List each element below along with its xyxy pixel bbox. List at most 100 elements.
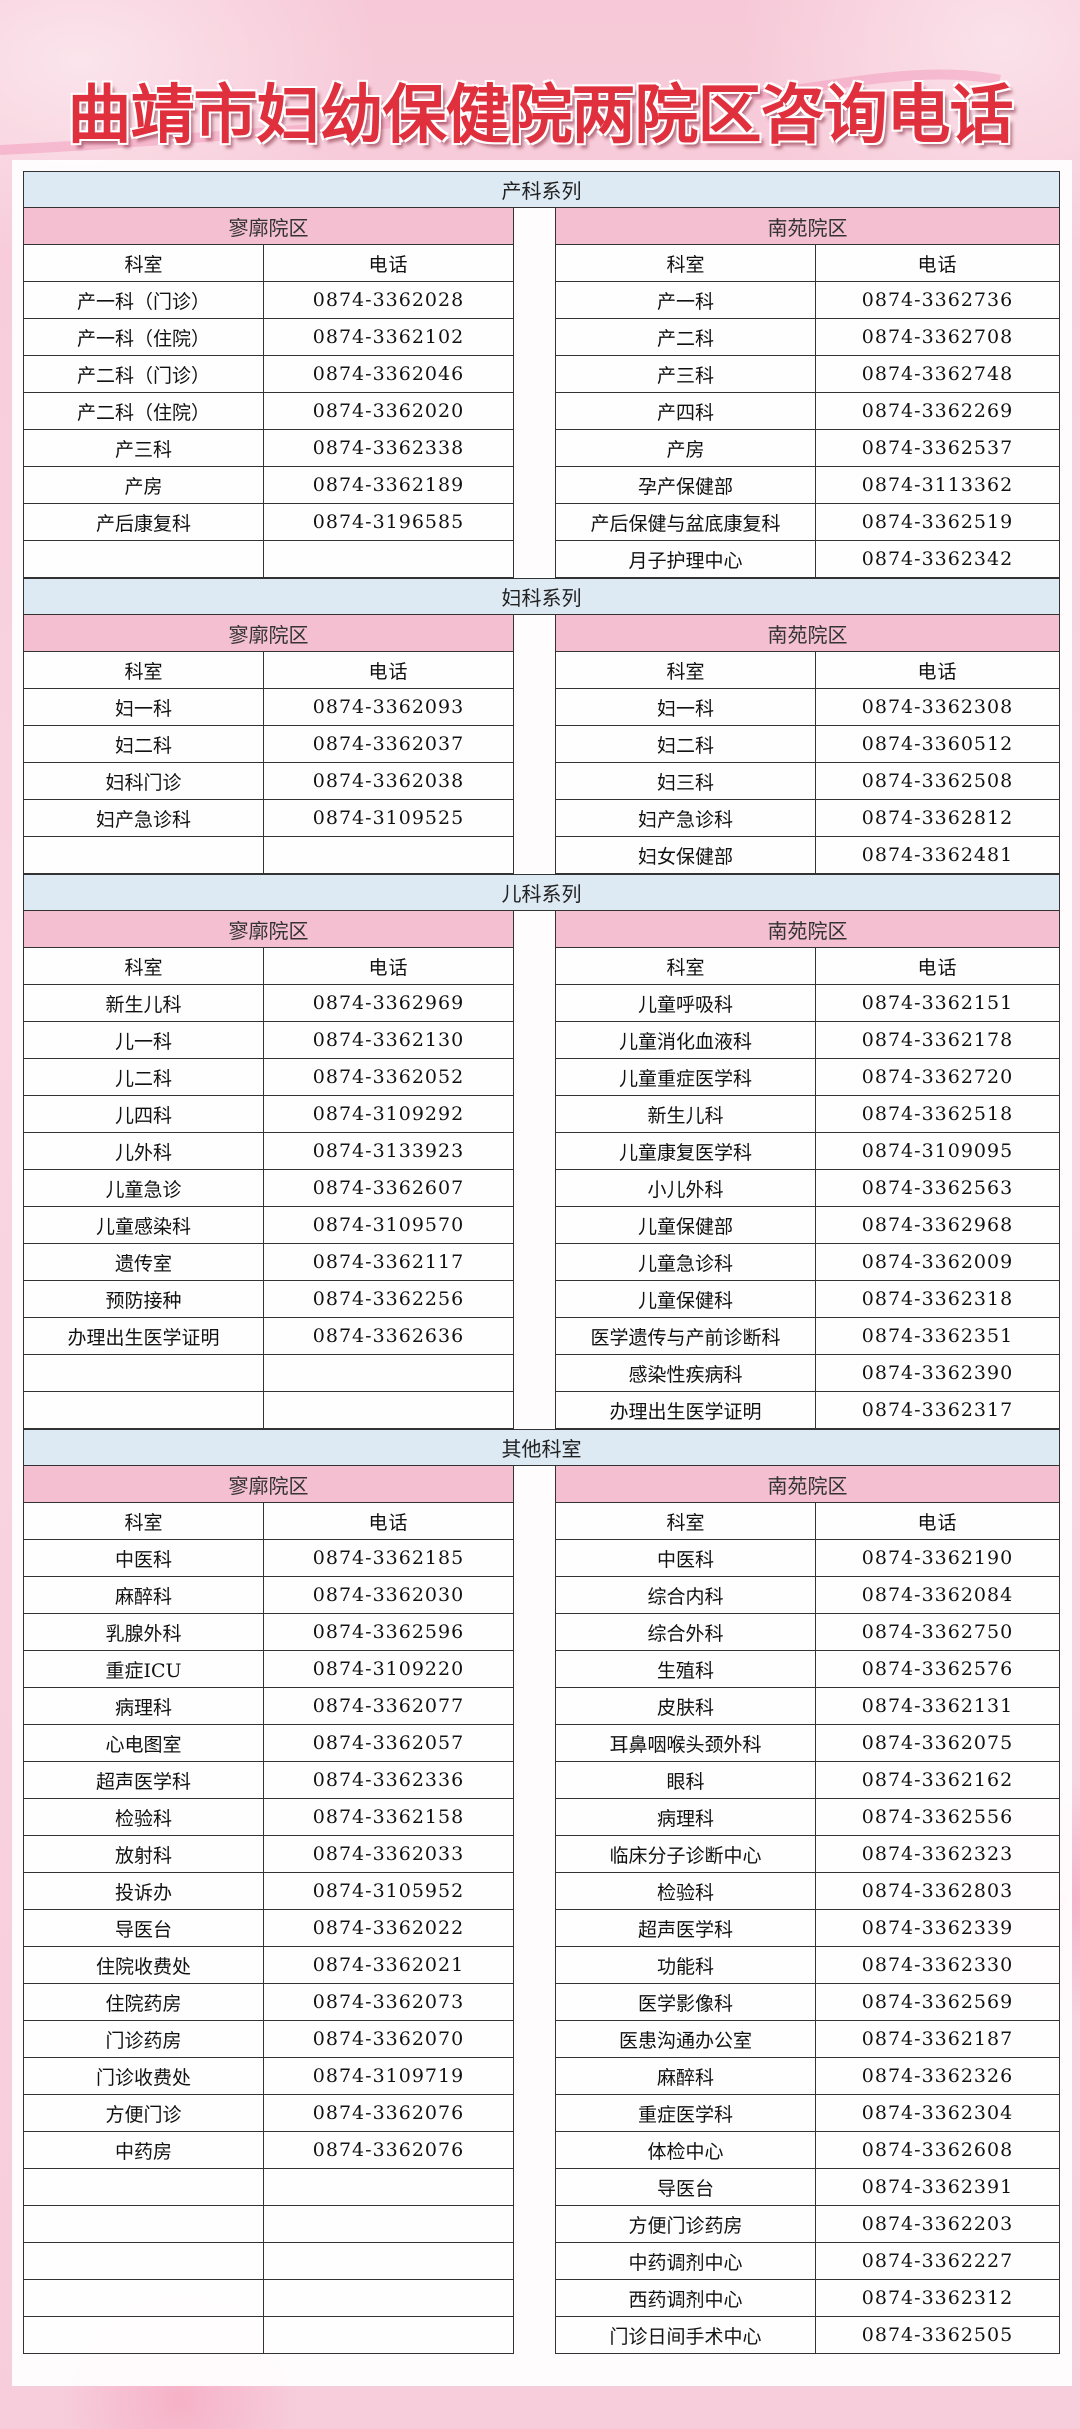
- dept-cell: 新生儿科: [556, 1096, 816, 1132]
- phone-cell: 0874-3362608: [861, 2139, 1014, 2161]
- dept-cell: 妇二科: [24, 726, 264, 762]
- dept-cell: 综合内科: [556, 1577, 816, 1613]
- table-row: 儿童急诊科 0874-3362009: [555, 1244, 1060, 1281]
- phone-cell: 0874-3362158: [312, 1806, 465, 1828]
- phone-cell: 0874-3362563: [861, 1177, 1014, 1199]
- table-row: 中医科 0874-3362190: [555, 1540, 1060, 1577]
- dept-cell: 乳腺外科: [24, 1614, 264, 1650]
- phone-cell: 0874-3362736: [861, 289, 1014, 311]
- table-row: 综合内科 0874-3362084: [555, 1577, 1060, 1614]
- table-row: 产房 0874-3362189: [23, 467, 514, 504]
- dept-cell: 产房: [24, 467, 264, 503]
- dept-cell: [24, 2243, 264, 2279]
- phone-cell: 0874-3362151: [861, 992, 1014, 1014]
- table-row: 麻醉科 0874-3362326: [555, 2058, 1060, 2095]
- table-row: 中医科 0874-3362185: [23, 1540, 514, 1577]
- phone-cell: 0874-3362308: [861, 696, 1014, 718]
- campus-header: 南苑院区: [555, 615, 1060, 652]
- dept-cell: 综合外科: [556, 1614, 816, 1650]
- table-row: 重症医学科 0874-3362304: [555, 2095, 1060, 2132]
- dept-cell: 儿童重症医学科: [556, 1059, 816, 1095]
- dept-cell: 儿一科: [24, 1022, 264, 1058]
- table-row: 儿童保健科 0874-3362318: [555, 1281, 1060, 1318]
- phone-cell: 0874-3362812: [861, 807, 1014, 829]
- dept-cell: 小儿外科: [556, 1170, 816, 1206]
- phone-cell: [264, 837, 513, 873]
- dept-cell: 超声医学科: [556, 1910, 816, 1946]
- phone-cell: 0874-3362130: [312, 1029, 465, 1051]
- table-row: 临床分子诊断中心 0874-3362323: [555, 1836, 1060, 1873]
- dept-cell: 医患沟通办公室: [556, 2021, 816, 2057]
- table-row: 妇二科 0874-3362037: [23, 726, 514, 763]
- page-title: 曲靖市妇幼保健院两院区咨询电话: [67, 79, 1014, 153]
- table-row: 办理出生医学证明 0874-3362636: [23, 1318, 514, 1355]
- table-row: 乳腺外科 0874-3362596: [23, 1614, 514, 1651]
- phone-cell: 0874-3362968: [861, 1214, 1014, 1236]
- table-row: 儿二科 0874-3362052: [23, 1059, 514, 1096]
- table-row: [23, 1355, 514, 1392]
- table-row: 产房 0874-3362537: [555, 430, 1060, 467]
- table-row: [23, 2317, 514, 2354]
- phone-cell: 0874-3362046: [312, 363, 465, 385]
- dept-cell: 儿童感染科: [24, 1207, 264, 1243]
- dept-cell: 中医科: [24, 1540, 264, 1576]
- table-row: 门诊收费处 0874-3109719: [23, 2058, 514, 2095]
- column-header-row: 科室 电话: [555, 1503, 1060, 1540]
- column-header-phone: 电话: [917, 956, 958, 979]
- phone-cell: 0874-3362304: [861, 2102, 1014, 2124]
- dept-cell: 儿童呼吸科: [556, 985, 816, 1021]
- dept-cell: 办理出生医学证明: [24, 1318, 264, 1354]
- dept-cell: 住院药房: [24, 1984, 264, 2020]
- table-row: 遗传室 0874-3362117: [23, 1244, 514, 1281]
- phone-cell: [264, 2317, 513, 2353]
- column-header-dept: 科室: [24, 652, 264, 688]
- table-row: 儿外科 0874-3133923: [23, 1133, 514, 1170]
- dept-cell: 感染性疾病科: [556, 1355, 816, 1391]
- table-row: 产一科 0874-3362736: [555, 282, 1060, 319]
- table-row: 办理出生医学证明 0874-3362317: [555, 1392, 1060, 1429]
- dept-cell: 医学影像科: [556, 1984, 816, 2020]
- phone-cell: 0874-3362317: [861, 1399, 1014, 1421]
- table-row: 新生儿科 0874-3362518: [555, 1096, 1060, 1133]
- table-row: [23, 2206, 514, 2243]
- dept-cell: 儿童消化血液科: [556, 1022, 816, 1058]
- phone-cell: 0874-3362269: [861, 400, 1014, 422]
- dept-cell: 生殖科: [556, 1651, 816, 1687]
- phone-cell: 0874-3362750: [861, 1621, 1014, 1643]
- dept-cell: [24, 541, 264, 577]
- phone-cell: 0874-3362323: [861, 1843, 1014, 1865]
- dept-cell: [24, 2280, 264, 2316]
- dept-cell: 儿外科: [24, 1133, 264, 1169]
- dept-cell: 超声医学科: [24, 1762, 264, 1798]
- phone-cell: 0874-3362070: [312, 2028, 465, 2050]
- dept-cell: 儿童康复医学科: [556, 1133, 816, 1169]
- dept-cell: 病理科: [556, 1799, 816, 1835]
- campus-header: 寥廓院区: [23, 615, 514, 652]
- column-header-phone: 电话: [368, 956, 409, 979]
- column-header-row: 科室 电话: [555, 245, 1060, 282]
- table-row: 皮肤科 0874-3362131: [555, 1688, 1060, 1725]
- table-row: 儿童保健部 0874-3362968: [555, 1207, 1060, 1244]
- phone-cell: 0874-3362052: [312, 1066, 465, 1088]
- table-row: 妇产急诊科 0874-3109525: [23, 800, 514, 837]
- phone-cell: 0874-3362537: [861, 437, 1014, 459]
- dept-cell: 产后保健与盆底康复科: [556, 504, 816, 540]
- phone-cell: [264, 1392, 513, 1428]
- column-header-row: 科室 电话: [555, 948, 1060, 985]
- phone-cell: 0874-3362803: [861, 1880, 1014, 1902]
- phone-cell: 0874-3362102: [312, 326, 465, 348]
- dept-cell: 遗传室: [24, 1244, 264, 1280]
- dept-cell: 重症医学科: [556, 2095, 816, 2131]
- table-row: 妇一科 0874-3362308: [555, 689, 1060, 726]
- dept-cell: 中药房: [24, 2132, 264, 2168]
- table-row: 产三科 0874-3362748: [555, 356, 1060, 393]
- dept-cell: 儿四科: [24, 1096, 264, 1132]
- phone-cell: 0874-3362607: [312, 1177, 465, 1199]
- table-row: 方便门诊 0874-3362076: [23, 2095, 514, 2132]
- table-row: 妇科门诊 0874-3362038: [23, 763, 514, 800]
- dept-cell: 妇二科: [556, 726, 816, 762]
- table-row: 产一科（门诊） 0874-3362028: [23, 282, 514, 319]
- dept-cell: [24, 2206, 264, 2242]
- phone-cell: 0874-3362969: [312, 992, 465, 1014]
- phone-cell: 0874-3362636: [312, 1325, 465, 1347]
